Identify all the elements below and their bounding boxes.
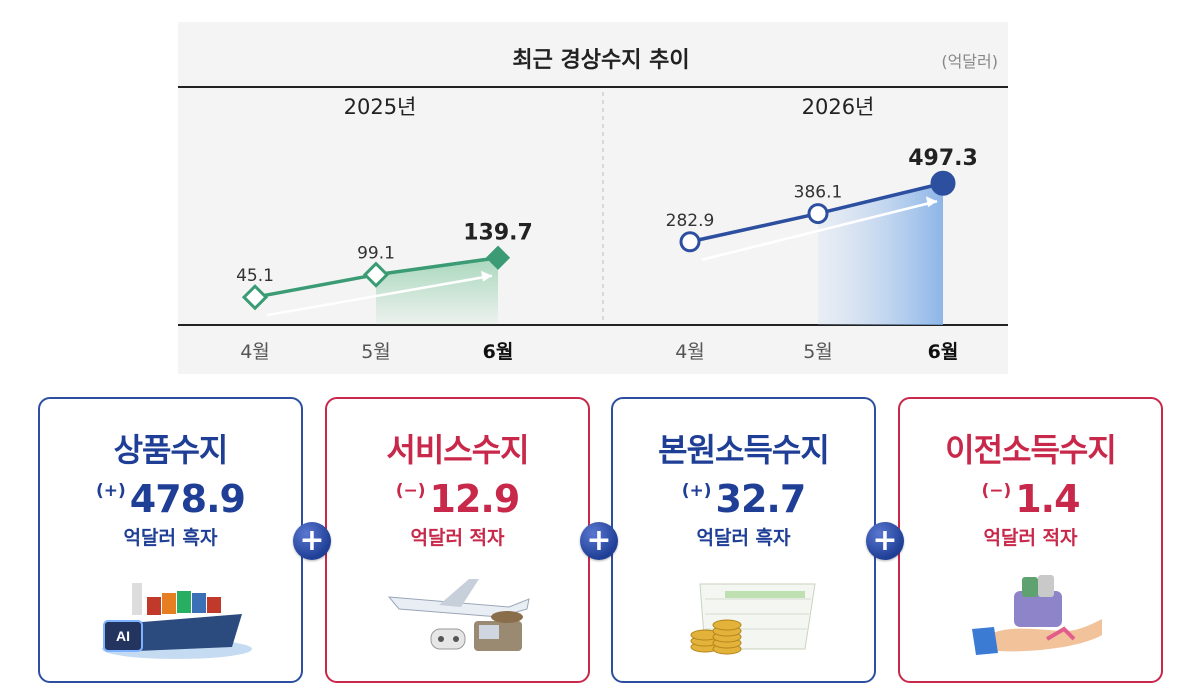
card-value: (−) 12.9 bbox=[327, 477, 588, 521]
balance-card-3: 본원소득수지 (+) 32.7 억달러 흑자 bbox=[611, 397, 876, 683]
airplane-travel-icon bbox=[379, 569, 539, 659]
plus-icon: + bbox=[293, 522, 331, 560]
card-sign: (+) bbox=[96, 481, 126, 501]
panel-year-label: 2026년 bbox=[802, 95, 875, 119]
card-unit: 억달러 흑자 bbox=[40, 523, 301, 550]
card-sign: (−) bbox=[396, 481, 426, 501]
data-label: 497.3 bbox=[908, 146, 978, 171]
plus-icon: + bbox=[866, 522, 904, 560]
card-title: 상품수지 bbox=[40, 425, 301, 471]
card-number: 1.4 bbox=[1015, 477, 1079, 521]
chart-panel-1: 2025년 45.1 4월 99.1 5월 139.7 6월 bbox=[236, 95, 533, 363]
card-unit: 억달러 적자 bbox=[900, 523, 1161, 550]
x-tick-label: 5월 bbox=[803, 341, 833, 363]
current-account-chart: 최근 경상수지 추이 (억달러) 2025년 45.1 4월 99.1 5월 139.7 6… bbox=[178, 22, 1008, 374]
card-unit: 억달러 적자 bbox=[327, 523, 588, 550]
coins-ledger-icon bbox=[665, 569, 825, 659]
x-tick-label: 4월 bbox=[240, 341, 270, 363]
data-label: 282.9 bbox=[666, 211, 715, 231]
x-tick-label: 4월 bbox=[675, 341, 705, 363]
data-label: 386.1 bbox=[794, 183, 843, 203]
balance-card-4: 이전소득수지 (−) 1.4 억달러 적자 bbox=[898, 397, 1163, 683]
chart-title: 최근 경상수지 추이 bbox=[512, 48, 689, 73]
balance-card-1: 상품수지 (+) 478.9 억달러 흑자 AI bbox=[38, 397, 303, 683]
data-label: 139.7 bbox=[463, 221, 533, 246]
card-value: (+) 478.9 bbox=[40, 477, 301, 521]
x-tick-label: 6월 bbox=[928, 341, 959, 363]
x-tick-label: 5월 bbox=[361, 341, 391, 363]
data-point bbox=[809, 205, 827, 223]
data-label: 45.1 bbox=[236, 266, 274, 286]
card-title: 이전소득수지 bbox=[900, 425, 1161, 471]
data-point bbox=[681, 233, 699, 251]
plus-icon: + bbox=[580, 522, 618, 560]
card-value: (−) 1.4 bbox=[900, 477, 1161, 521]
card-sign: (−) bbox=[981, 481, 1011, 501]
container-ship-ai-icon: AI bbox=[92, 569, 252, 659]
hand-gift-box-icon bbox=[952, 569, 1112, 659]
card-number: 12.9 bbox=[430, 477, 520, 521]
card-unit: 억달러 흑자 bbox=[613, 523, 874, 550]
panel-year-label: 2025년 bbox=[344, 95, 417, 119]
card-number: 478.9 bbox=[130, 477, 245, 521]
balance-card-2: 서비스수지 (−) 12.9 억달러 적자 bbox=[325, 397, 590, 683]
data-point bbox=[932, 172, 954, 194]
card-sign: (+) bbox=[682, 481, 712, 501]
chart-panel: 최근 경상수지 추이 (억달러) 2025년 45.1 4월 99.1 5월 139.7 6… bbox=[178, 22, 1008, 374]
chart-panel-2: 2026년 282.9 4월 386.1 5월 497.3 6월 bbox=[666, 95, 978, 363]
card-value: (+) 32.7 bbox=[613, 477, 874, 521]
data-point bbox=[244, 286, 266, 308]
chart-unit: (억달러) bbox=[941, 52, 998, 71]
svg-text:AI: AI bbox=[116, 628, 130, 644]
card-number: 32.7 bbox=[716, 477, 806, 521]
x-tick-label: 6월 bbox=[483, 341, 514, 363]
card-title: 서비스수지 bbox=[327, 425, 588, 471]
card-title: 본원소득수지 bbox=[613, 425, 874, 471]
data-label: 99.1 bbox=[357, 244, 395, 264]
